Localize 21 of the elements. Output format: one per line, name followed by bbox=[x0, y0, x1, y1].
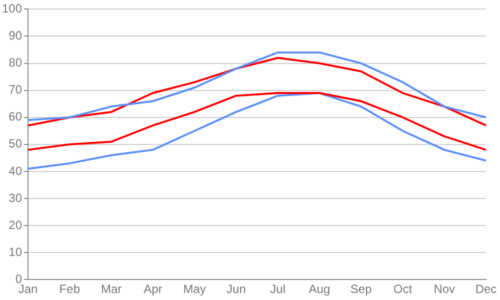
y-tick-label: 70 bbox=[8, 82, 22, 97]
y-tick-label: 80 bbox=[8, 56, 22, 70]
x-tick-label: Feb bbox=[59, 282, 80, 296]
x-tick-label: May bbox=[183, 282, 206, 296]
x-tick-label: Oct bbox=[393, 282, 413, 296]
x-tick-label: Nov bbox=[434, 282, 456, 296]
x-tick-label: Aug bbox=[308, 282, 330, 296]
y-tick-label: 90 bbox=[8, 28, 22, 43]
x-tick-label: Mar bbox=[100, 282, 122, 296]
y-tick-label: 40 bbox=[8, 164, 22, 178]
x-tick-label: Jun bbox=[226, 282, 246, 296]
y-tick-label: 100 bbox=[2, 2, 22, 16]
y-tick-label: 60 bbox=[8, 110, 22, 124]
y-tick-label: 50 bbox=[8, 136, 22, 151]
y-tick-label: 10 bbox=[8, 244, 22, 259]
x-tick-label: Dec bbox=[475, 282, 497, 296]
x-tick-label: Sep bbox=[350, 282, 372, 296]
y-tick-label: 20 bbox=[8, 218, 22, 232]
x-tick-label: Apr bbox=[144, 282, 162, 296]
y-tick-label: 30 bbox=[8, 190, 22, 205]
x-tick-label: Jul bbox=[270, 282, 286, 296]
